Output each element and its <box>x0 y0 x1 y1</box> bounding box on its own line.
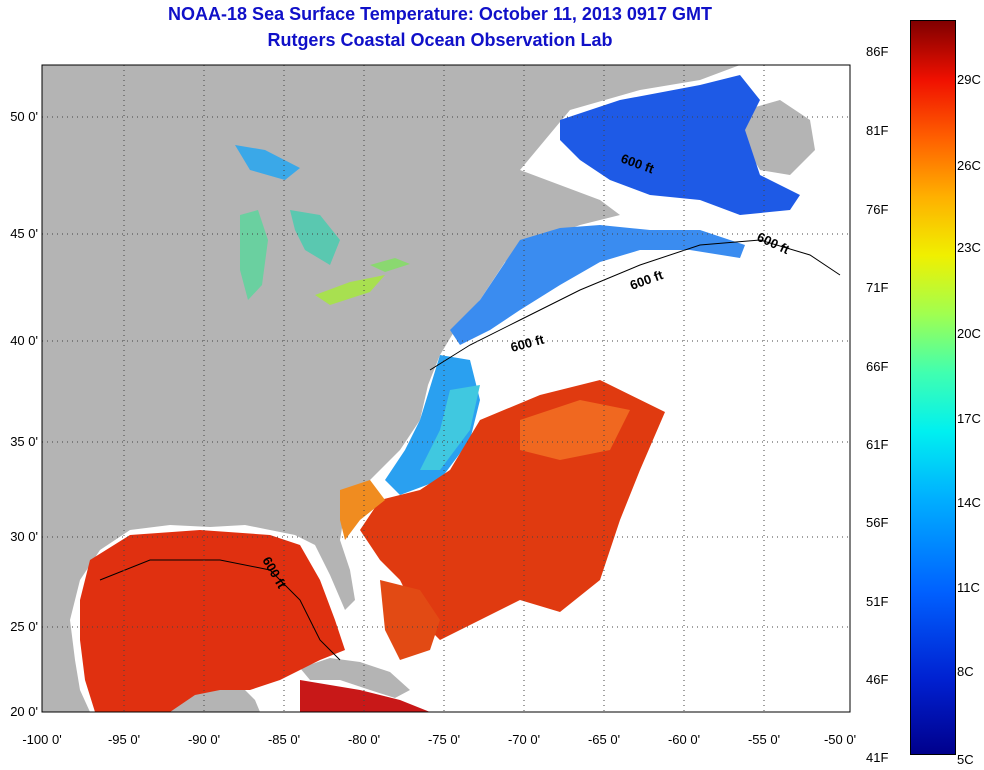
colorbar-fahrenheit-label: 76F <box>866 202 889 217</box>
colorbar-fahrenheit-label: 41F <box>866 750 889 765</box>
latitude-axis: 50 0' 45 0' 40 0' 35 0' 30 0' 25 0' 20 0' <box>10 109 38 719</box>
latitude-tick-label: 30 0' <box>10 529 38 544</box>
colorbar-fahrenheit-label: 81F <box>866 123 889 138</box>
lake-erie <box>315 275 385 305</box>
depth-contour-line <box>429 239 841 371</box>
latitude-tick-label: 40 0' <box>10 333 38 348</box>
colorbar-celsius-label: 26C <box>957 158 981 173</box>
longitude-tick-label: -65 0' <box>588 732 620 747</box>
colorbar-fahrenheit-label: 56F <box>866 515 889 530</box>
colorbar-celsius-label: 14C <box>957 495 981 510</box>
map-frame <box>41 64 851 713</box>
colorbar-fahrenheit-label: 66F <box>866 359 889 374</box>
longitude-tick-label: -55 0' <box>748 732 780 747</box>
gulf-of-st-lawrence-water <box>560 75 800 215</box>
colorbar-celsius-label: 17C <box>957 411 981 426</box>
latitude-tick-label: 45 0' <box>10 226 38 241</box>
longitude-tick-label: -80 0' <box>348 732 380 747</box>
latitude-tick-label: 50 0' <box>10 109 38 124</box>
chart-title: NOAA-18 Sea Surface Temperature: October… <box>168 4 712 24</box>
colorbar-celsius-label: 8C <box>957 664 974 679</box>
chart-subtitle: Rutgers Coastal Ocean Observation Lab <box>267 30 613 50</box>
longitude-tick-label: -60 0' <box>668 732 700 747</box>
gulf-of-mexico-water <box>80 530 345 712</box>
warm-patch-orange <box>520 400 630 460</box>
colorbar-celsius-label: 11C <box>957 580 980 595</box>
colorbar-fahrenheit-label: 51F <box>866 594 889 609</box>
longitude-tick-label: -75 0' <box>428 732 460 747</box>
depth-contour-line <box>99 559 341 661</box>
longitude-tick-label: -90 0' <box>188 732 220 747</box>
latitude-tick-label: 25 0' <box>10 619 38 634</box>
lake-superior <box>235 145 300 180</box>
lake-ontario <box>370 258 410 272</box>
colorbar-celsius-label: 29C <box>957 72 981 87</box>
lake-huron <box>290 210 340 265</box>
coastal-orange-water <box>340 480 385 540</box>
cuba-land <box>300 658 410 698</box>
colorbar-celsius-label: 20C <box>957 326 981 341</box>
caribbean-water <box>300 680 430 712</box>
gulf-stream-cool-edge <box>420 385 480 470</box>
longitude-tick-label: -95 0' <box>108 732 140 747</box>
longitude-tick-label: -50 0' <box>824 732 856 747</box>
longitude-tick-label: -100 0' <box>22 732 61 747</box>
longitude-tick-label: -70 0' <box>508 732 540 747</box>
colorbar-fahrenheit-label: 46F <box>866 672 889 687</box>
colorbar-fahrenheit-label: 71F <box>866 280 889 295</box>
colorbar-fahrenheit-label: 61F <box>866 437 889 452</box>
temperature-colorbar <box>910 20 956 755</box>
latitude-tick-label: 35 0' <box>10 434 38 449</box>
north-america-land <box>42 65 740 712</box>
longitude-axis: -100 0' -95 0' -90 0' -85 0' -80 0' -75 0' -70… <box>22 732 856 747</box>
latitude-tick-label: 20 0' <box>10 704 38 719</box>
newfoundland-land <box>745 100 815 175</box>
bahamas-warm-water <box>380 580 440 660</box>
lake-michigan <box>240 210 268 300</box>
longitude-tick-label: -85 0' <box>268 732 300 747</box>
colorbar-celsius-label: 5C <box>957 752 974 767</box>
colorbar-celsius-label: 23C <box>957 240 981 255</box>
colorbar-fahrenheit-label: 86F <box>866 44 889 59</box>
